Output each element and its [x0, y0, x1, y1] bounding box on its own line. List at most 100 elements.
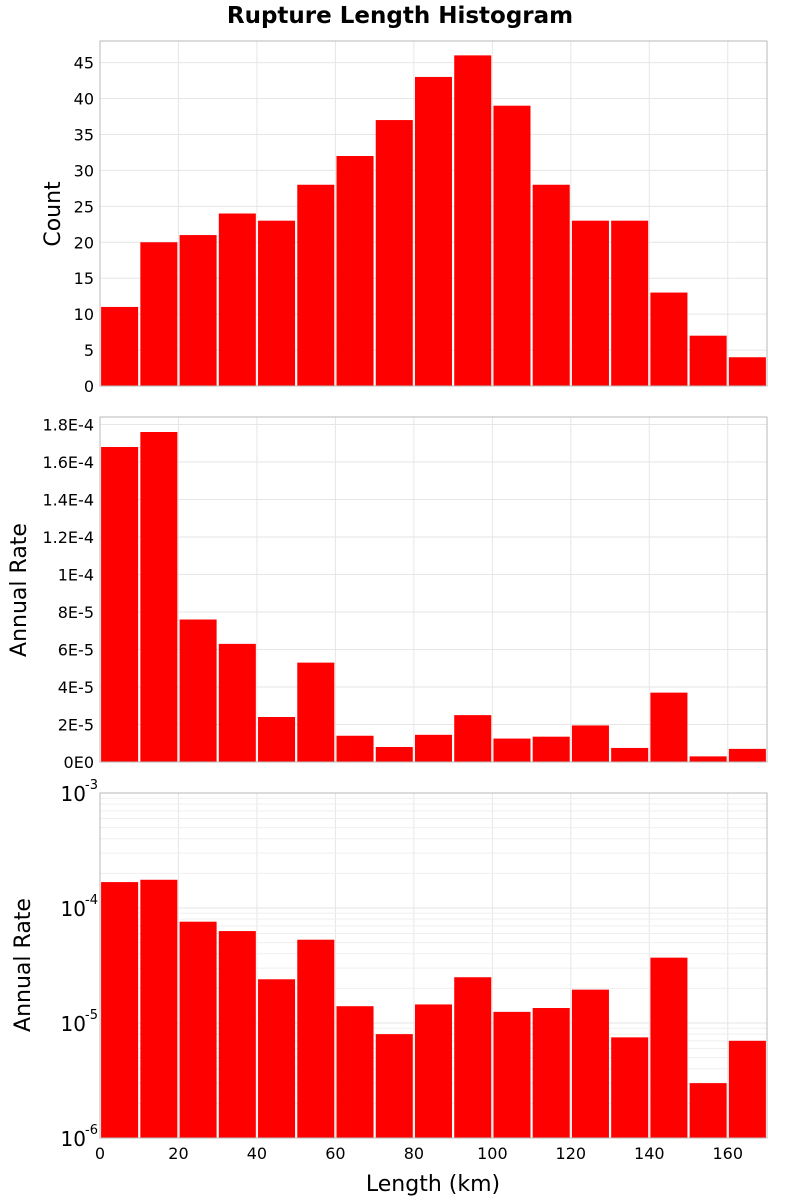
y-axis-label: Count [41, 181, 66, 247]
bar [689, 335, 727, 386]
bar [140, 432, 178, 762]
bar [650, 692, 688, 762]
y-tick-label: 4E-5 [58, 678, 94, 697]
plot-frame [99, 416, 768, 763]
bar [650, 292, 688, 386]
y-tick-label: 1E-4 [58, 566, 94, 585]
bar [101, 447, 139, 762]
bar [689, 756, 727, 762]
bar [258, 979, 296, 1138]
bar [611, 220, 649, 386]
y-tick-label: 10 [61, 1127, 86, 1151]
bar [336, 1006, 374, 1138]
bar [297, 184, 335, 386]
bar [101, 882, 139, 1138]
bar [297, 939, 335, 1138]
bar [218, 213, 256, 386]
bar [611, 747, 649, 762]
bar [414, 76, 453, 386]
panel-annual-rate-log: 10-610-510-410-3 0 20 40 60 80 100 120 140 160 A… [11, 778, 768, 1197]
plot-frame [99, 40, 768, 387]
y-tick-label: 2E-5 [58, 716, 94, 735]
bar [728, 1040, 766, 1138]
bar [728, 748, 766, 762]
y-tick-label: 20 [74, 233, 94, 252]
y-tick-label: 10 [61, 782, 86, 806]
y-tick-label: 40 [74, 90, 94, 109]
y-tick-label: 10 [74, 305, 94, 324]
y-tick-label: 25 [74, 197, 94, 216]
bar [728, 357, 766, 386]
bar [101, 306, 139, 386]
y-tick-label: 10 [61, 1012, 86, 1036]
bar [650, 957, 688, 1138]
y-tick-exponent: -6 [85, 1123, 98, 1138]
y-tick-label: 8E-5 [58, 603, 94, 622]
y-tick-label: 15 [74, 269, 94, 288]
y-tick-exponent: -3 [85, 778, 98, 793]
bar [454, 715, 492, 762]
bar [218, 931, 256, 1138]
y-tick-label: 0 [84, 377, 94, 396]
y-tick-label: 1.8E-4 [42, 416, 94, 435]
bar [493, 1011, 531, 1138]
x-tick-label: 120 [556, 1144, 587, 1163]
bar [611, 1037, 649, 1138]
bar [336, 156, 374, 386]
bar [179, 619, 217, 762]
x-tick-label: 60 [325, 1144, 345, 1163]
bar [140, 879, 178, 1138]
y-tick-exponent: -5 [85, 1008, 98, 1023]
bar [571, 725, 609, 762]
bar [218, 643, 256, 762]
plot-frame [99, 792, 768, 1139]
bar [297, 662, 335, 762]
x-tick-label: 0 [95, 1144, 105, 1163]
x-tick-label: 80 [404, 1144, 424, 1163]
bar [571, 989, 609, 1138]
y-tick-label: 10 [61, 897, 86, 921]
y-tick-label: 1.2E-4 [42, 528, 94, 547]
x-tick-label: 160 [712, 1144, 743, 1163]
bar [414, 1004, 453, 1138]
bar [454, 55, 492, 386]
x-tick-label: 20 [168, 1144, 188, 1163]
bar [140, 242, 178, 386]
x-tick-label: 40 [247, 1144, 267, 1163]
y-axis-label: Annual Rate [11, 898, 36, 1032]
y-tick-label: 45 [74, 54, 94, 73]
bar [532, 1008, 570, 1138]
y-tick-label: 35 [74, 125, 94, 144]
y-tick-label: 30 [74, 161, 94, 180]
bar [532, 184, 570, 386]
bar [454, 977, 492, 1138]
bar [493, 738, 531, 762]
y-tick-label: 1.6E-4 [42, 453, 94, 472]
panel-count: 0 5 10 15 20 25 30 35 40 45 Count [41, 40, 768, 396]
bar [689, 1083, 727, 1138]
bar [179, 235, 217, 386]
y-tick-exponent: -4 [85, 893, 98, 908]
x-axis-label: Length (km) [366, 1172, 500, 1197]
y-tick-label: 0E0 [64, 753, 94, 772]
x-tick-label: 100 [477, 1144, 508, 1163]
bar [375, 120, 413, 386]
bar [258, 220, 296, 386]
bar [532, 736, 570, 762]
y-axis-label: Annual Rate [7, 523, 32, 657]
bar [336, 735, 374, 762]
y-tick-label: 6E-5 [58, 641, 94, 660]
bar [571, 220, 609, 386]
bar [414, 734, 453, 762]
x-tick-label: 140 [634, 1144, 665, 1163]
bar [258, 717, 296, 762]
bar [179, 921, 217, 1138]
bar [375, 1034, 413, 1138]
y-tick-label: 5 [84, 341, 94, 360]
panel-annual-rate-linear: 0E0 2E-5 4E-5 6E-5 8E-5 1E-4 1.2E-4 1.4E-4 1.6E-… [7, 416, 768, 772]
bar [375, 747, 413, 762]
chart-title: Rupture Length Histogram [227, 3, 573, 29]
bar [493, 105, 531, 386]
y-tick-label: 1.4E-4 [42, 491, 94, 510]
